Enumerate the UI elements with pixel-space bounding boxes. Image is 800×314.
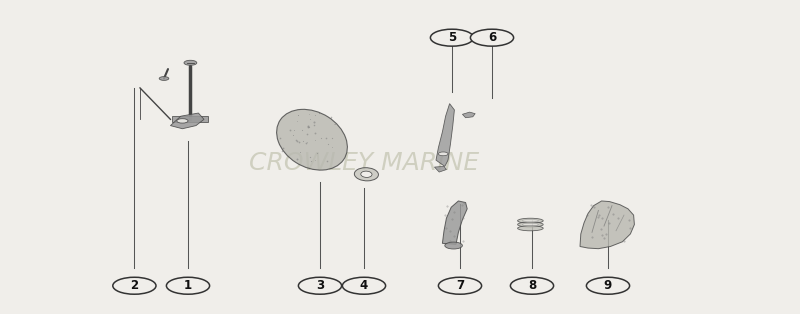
Text: 6: 6 bbox=[488, 31, 496, 44]
Text: CROWLEY MARINE: CROWLEY MARINE bbox=[249, 151, 479, 175]
Circle shape bbox=[177, 119, 188, 123]
Ellipse shape bbox=[518, 222, 543, 227]
Ellipse shape bbox=[361, 171, 372, 177]
Polygon shape bbox=[172, 116, 208, 122]
Polygon shape bbox=[436, 104, 454, 166]
Circle shape bbox=[438, 152, 448, 156]
Circle shape bbox=[342, 277, 386, 294]
Polygon shape bbox=[434, 166, 446, 172]
Circle shape bbox=[298, 277, 342, 294]
Circle shape bbox=[470, 29, 514, 46]
Polygon shape bbox=[580, 201, 634, 249]
Circle shape bbox=[445, 242, 462, 249]
Text: 7: 7 bbox=[456, 279, 464, 292]
Circle shape bbox=[510, 277, 554, 294]
Ellipse shape bbox=[522, 223, 538, 226]
Polygon shape bbox=[442, 201, 467, 244]
Text: 1: 1 bbox=[184, 279, 192, 292]
Circle shape bbox=[159, 77, 169, 80]
Polygon shape bbox=[462, 112, 475, 118]
Circle shape bbox=[184, 60, 197, 65]
Ellipse shape bbox=[354, 168, 378, 181]
Text: 3: 3 bbox=[316, 279, 324, 292]
Polygon shape bbox=[170, 113, 204, 129]
Ellipse shape bbox=[277, 109, 347, 170]
Circle shape bbox=[430, 29, 474, 46]
Text: 8: 8 bbox=[528, 279, 536, 292]
Circle shape bbox=[438, 277, 482, 294]
Circle shape bbox=[166, 277, 210, 294]
Circle shape bbox=[113, 277, 156, 294]
Text: 2: 2 bbox=[130, 279, 138, 292]
Ellipse shape bbox=[518, 218, 543, 223]
Ellipse shape bbox=[522, 219, 538, 222]
Text: 5: 5 bbox=[448, 31, 456, 44]
Ellipse shape bbox=[518, 226, 543, 231]
Text: 4: 4 bbox=[360, 279, 368, 292]
Circle shape bbox=[586, 277, 630, 294]
Text: 9: 9 bbox=[604, 279, 612, 292]
